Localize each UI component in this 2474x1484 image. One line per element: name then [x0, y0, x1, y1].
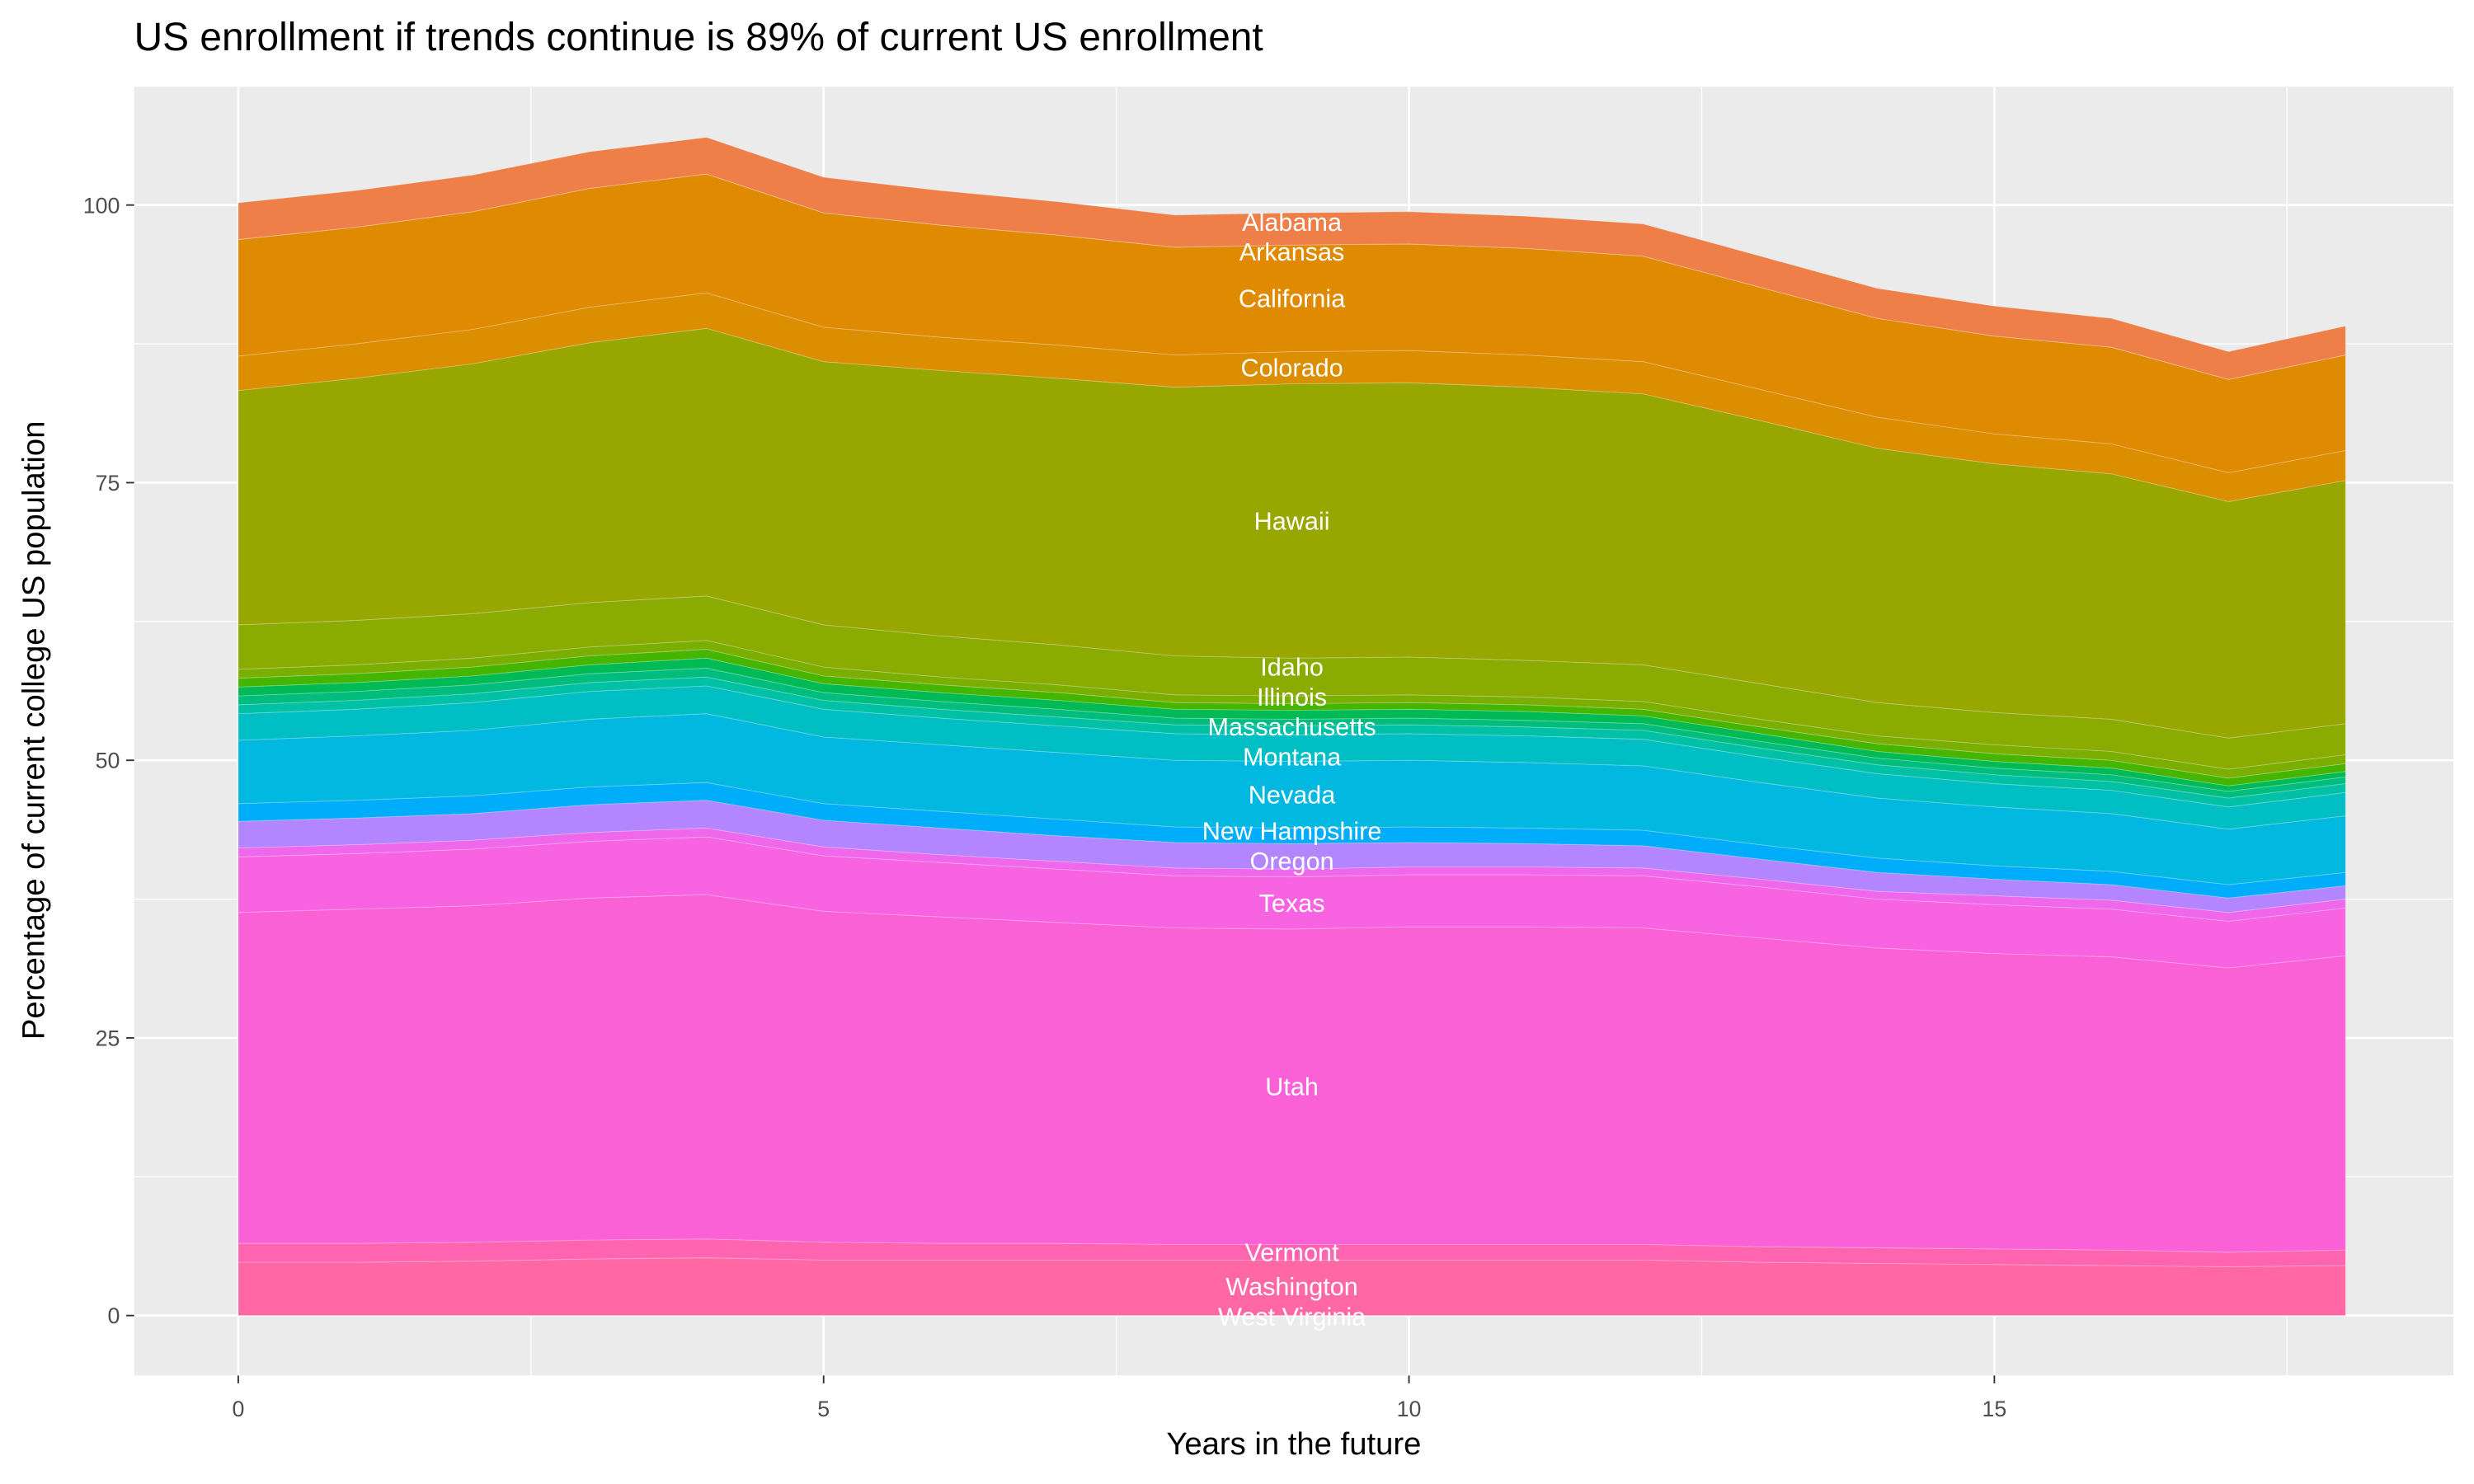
y-tick-label-50: 50 [96, 749, 120, 773]
label-nevada: Nevada [1249, 781, 1336, 809]
label-illinois: Illinois [1257, 683, 1327, 711]
label-montana: Montana [1243, 743, 1342, 771]
y-axis-title: Percentage of current college US populat… [16, 421, 52, 1040]
label-new-hampshire: New Hampshire [1202, 818, 1382, 846]
label-oregon: Oregon [1250, 848, 1334, 876]
area-montana [238, 685, 2346, 830]
x-tick-label-15: 15 [1982, 1397, 2006, 1421]
area-unlabeled [238, 649, 2346, 787]
y-tick-label-75: 75 [96, 471, 120, 495]
label-utah: Utah [1265, 1073, 1319, 1101]
area-texas [238, 836, 2346, 969]
label-texas: Texas [1259, 890, 1325, 918]
label-hawaii: Hawaii [1254, 507, 1330, 535]
area-california [238, 173, 2346, 473]
area-alabama [238, 137, 2346, 380]
label-vermont: Vermont [1245, 1238, 1339, 1266]
x-tick-label-5: 5 [817, 1397, 830, 1421]
area-massachusetts [238, 667, 2346, 799]
x-axis-title: Years in the future [1166, 1426, 1421, 1462]
area-unlabeled [238, 676, 2346, 808]
y-tick-label-100: 100 [83, 193, 120, 218]
label-west-virginia: West Virginia [1218, 1303, 1366, 1331]
y-tick-label-25: 25 [96, 1026, 120, 1050]
label-colorado: Colorado [1240, 355, 1343, 383]
label-alabama: Alabama [1242, 209, 1343, 237]
x-tick-label-0: 0 [232, 1397, 244, 1421]
area-layers [238, 137, 2346, 1317]
area-idaho [238, 595, 2346, 770]
y-tick-label-0: 0 [108, 1303, 120, 1328]
chart-title: US enrollment if trends continue is 89% … [134, 16, 1263, 59]
x-tick-label-10: 10 [1397, 1397, 1422, 1421]
label-idaho: Idaho [1260, 653, 1324, 681]
area-unlabeled [238, 657, 2346, 792]
axes: 0 5 10 15 0 25 50 75 100 Years in the fu… [16, 193, 2007, 1462]
label-arkansas: Arkansas [1239, 238, 1345, 266]
label-washington: Washington [1225, 1273, 1358, 1301]
label-massachusetts: Massachusetts [1208, 713, 1376, 741]
label-california: California [1239, 284, 1346, 312]
